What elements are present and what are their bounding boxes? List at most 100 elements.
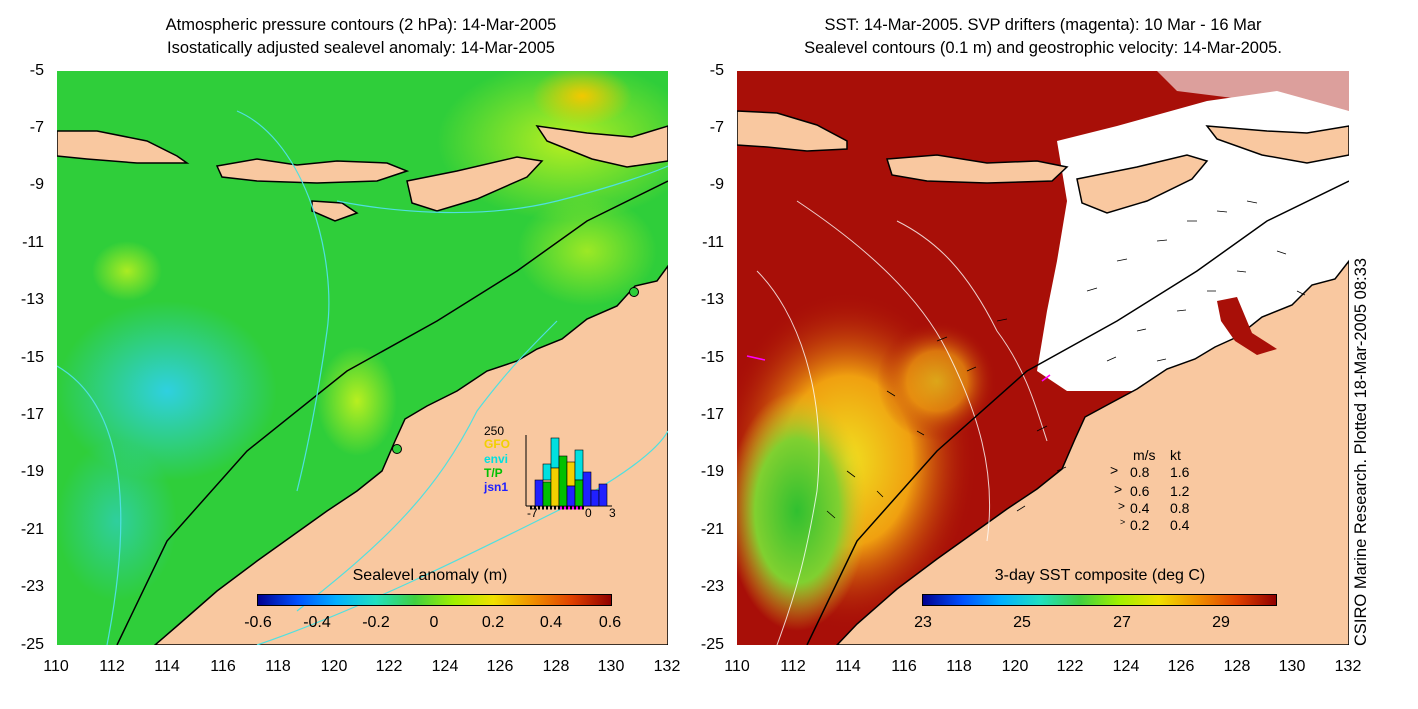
right-lat-tick: -19 bbox=[700, 463, 724, 480]
hist-bar bbox=[542, 481, 552, 507]
island-north-chain bbox=[1205, 125, 1349, 164]
pressure-contour-5 bbox=[236, 110, 330, 492]
left-lat-tick: -15 bbox=[20, 349, 44, 366]
velocity-legend-arrow-icon: > bbox=[1120, 517, 1126, 527]
histogram-xtick: 3 bbox=[609, 506, 616, 520]
left-lat-tick: -21 bbox=[20, 521, 44, 538]
left-lat-tick: -9 bbox=[29, 176, 44, 193]
left-lon-tick: 132 bbox=[653, 658, 681, 675]
right-lat-tick: -7 bbox=[709, 119, 724, 136]
right-title-line1: SST: 14-Mar-2005. SVP drifters (magenta)… bbox=[824, 16, 1262, 34]
right-lon-tick: 122 bbox=[1056, 658, 1084, 675]
plot-credit: CSIRO Marine Research. Plotted 18-Mar-20… bbox=[1352, 258, 1370, 646]
right-lat-tick: -13 bbox=[700, 291, 724, 308]
right-lat-tick: -25 bbox=[700, 636, 724, 653]
left-lat-tick: -25 bbox=[20, 636, 44, 653]
histogram-xtick: -7 bbox=[527, 506, 538, 520]
right-lat-tick: -21 bbox=[700, 521, 724, 538]
left-map bbox=[57, 71, 668, 645]
velocity-legend-kt: 0.8 bbox=[1170, 500, 1190, 516]
tide-gauge-broome bbox=[392, 444, 402, 454]
sst-cool-patch bbox=[737, 391, 867, 631]
hist-bar bbox=[542, 463, 552, 481]
left-lat-tick: -7 bbox=[29, 119, 44, 136]
left-colorbar-tick: 0.2 bbox=[481, 614, 505, 631]
histogram-xtick: 0 bbox=[585, 506, 592, 520]
right-colorbar-tick: 27 bbox=[1113, 614, 1131, 631]
left-lon-tick: 124 bbox=[431, 658, 459, 675]
velocity-legend-ms: 0.2 bbox=[1130, 517, 1150, 533]
right-lat-tick: -9 bbox=[709, 176, 724, 193]
island-timor bbox=[1076, 154, 1209, 214]
australia-landmass bbox=[153, 264, 668, 645]
shelf-contour bbox=[806, 180, 1349, 645]
right-lon-tick: 114 bbox=[835, 658, 861, 675]
pressure-contour-4 bbox=[336, 165, 668, 214]
right-lat-tick: -11 bbox=[702, 234, 724, 251]
hist-bar bbox=[550, 467, 560, 507]
right-colorbar-tick: 25 bbox=[1013, 614, 1031, 631]
island-java bbox=[57, 130, 190, 164]
island-java bbox=[737, 110, 848, 152]
velocity-legend-ms: 0.8 bbox=[1130, 464, 1150, 480]
velocity-legend-arrow-icon: > bbox=[1110, 462, 1119, 478]
left-title-line2: Isostatically adjusted sealevel anomaly:… bbox=[167, 39, 555, 57]
velocity-legend-arrow-icon: > bbox=[1114, 481, 1123, 497]
left-title-line1: Atmospheric pressure contours (2 hPa): 1… bbox=[165, 16, 557, 34]
right-colorbar-tick: 23 bbox=[914, 614, 932, 631]
sst-mid-yellow bbox=[877, 321, 997, 441]
right-colorbar-label: 3-day SST composite (deg C) bbox=[994, 567, 1206, 584]
histogram-inset bbox=[525, 435, 612, 510]
anomaly-high-small bbox=[92, 241, 162, 301]
right-lat-tick: -23 bbox=[700, 578, 724, 595]
hist-bar bbox=[566, 461, 576, 487]
left-lat-tick: -11 bbox=[22, 234, 44, 251]
right-lat-tick: -15 bbox=[700, 349, 724, 366]
hist-bar bbox=[566, 485, 576, 507]
velocity-legend-ms-header: m/s bbox=[1133, 447, 1156, 463]
pressure-contour-1 bbox=[57, 365, 122, 645]
gulf-warm-patch bbox=[1217, 297, 1277, 355]
hist-bar bbox=[590, 489, 600, 507]
right-lon-tick: 112 bbox=[780, 658, 806, 675]
island-nusa bbox=[215, 158, 410, 184]
left-lon-tick: 130 bbox=[597, 658, 625, 675]
left-lat-tick: -19 bbox=[20, 463, 44, 480]
histogram-ymax: 250 bbox=[484, 424, 505, 438]
island-timor bbox=[406, 156, 544, 212]
left-colorbar-tick: 0.4 bbox=[539, 614, 563, 631]
velocity-legend-kt-header: kt bbox=[1170, 447, 1181, 463]
island-sumba bbox=[311, 200, 359, 222]
right-lon-tick: 120 bbox=[1001, 658, 1029, 675]
left-lon-tick: 116 bbox=[210, 658, 236, 675]
hist-bar bbox=[550, 437, 560, 469]
left-colorbar-tick: 0.6 bbox=[598, 614, 622, 631]
velocity-legend-ms: 0.6 bbox=[1130, 483, 1150, 499]
sealevel-contour-3 bbox=[896, 220, 1048, 442]
right-lon-tick: 132 bbox=[1334, 658, 1362, 675]
right-lat-tick: -5 bbox=[709, 62, 724, 79]
pressure-contour-3 bbox=[296, 320, 558, 612]
island-north-chain bbox=[535, 125, 668, 168]
sealevel-contour-1 bbox=[796, 200, 991, 542]
histogram-legend-jsn1: jsn1 bbox=[484, 480, 509, 494]
velocity-legend-arrow-icon: > bbox=[1118, 499, 1126, 513]
hist-bar bbox=[574, 479, 584, 507]
left-lon-tick: 114 bbox=[154, 658, 180, 675]
anomaly-high-ne bbox=[532, 71, 632, 126]
island-nusa bbox=[886, 154, 1069, 184]
left-lon-tick: 118 bbox=[265, 658, 291, 675]
velocity-arrows bbox=[826, 200, 1306, 519]
left-colorbar-label: Sealevel anomaly (m) bbox=[352, 567, 508, 584]
left-lat-tick: -17 bbox=[20, 406, 44, 423]
shelf-contour bbox=[116, 180, 668, 645]
velocity-legend-kt: 1.6 bbox=[1170, 464, 1190, 480]
right-lon-tick: 130 bbox=[1278, 658, 1306, 675]
pressure-contour-2 bbox=[256, 430, 668, 645]
histogram-legend-gfo: GFO bbox=[484, 437, 510, 451]
right-lat-tick: -17 bbox=[700, 406, 724, 423]
right-map bbox=[737, 71, 1349, 645]
right-lon-tick: 128 bbox=[1223, 658, 1251, 675]
right-lon-tick: 116 bbox=[891, 658, 917, 675]
anomaly-low-south bbox=[57, 441, 177, 601]
